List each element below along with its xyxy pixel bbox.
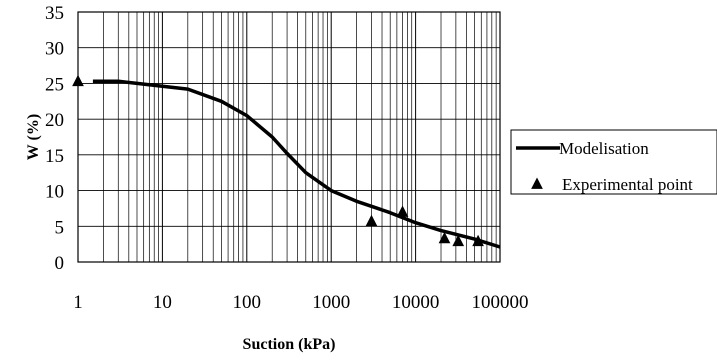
legend: Modelisation Experimental point [510,129,717,195]
legend-triangle-marker [531,177,543,189]
data-series [72,74,501,249]
y-tick-label: 30 [45,39,64,60]
grid-lines [78,11,500,263]
x-tick-label: 10000 [392,292,440,313]
y-tick-label: 10 [45,182,64,203]
legend-label-experimental-point: Experimental point [562,175,693,194]
x-tick-label: 10 [153,292,172,313]
experimental-point-marker [365,214,378,227]
x-tick-label: 100 [233,292,262,313]
experimental-point-marker [72,74,84,87]
plot-area-frame [77,11,501,263]
legend-box [510,129,717,195]
experimental-point-marker [472,234,484,247]
y-tick-label: 20 [45,110,64,131]
experimental-point-marker [452,234,465,247]
y-tick-label: 5 [55,217,65,238]
x-tick-label: 1000 [312,292,350,313]
y-axis-title: W (%) [25,114,42,160]
x-tick-label: 100000 [472,292,529,313]
y-tick-labels: 0 5 10 15 20 25 30 35 [45,3,64,274]
y-tick-label: 15 [45,146,64,167]
y-tick-label: 25 [45,74,64,95]
y-tick-label: 35 [45,3,64,24]
legend-label-modelisation: Modelisation [559,139,649,158]
modelisation-curve [92,79,501,249]
x-tick-labels: 1 10 100 1000 10000 100000 [73,292,528,313]
x-axis-title: Suction (kPa) [243,336,336,353]
y-tick-label: 0 [55,253,65,274]
experimental-point-marker [396,205,409,217]
experimental-point-marker [438,231,451,244]
x-tick-label: 1 [73,292,83,313]
